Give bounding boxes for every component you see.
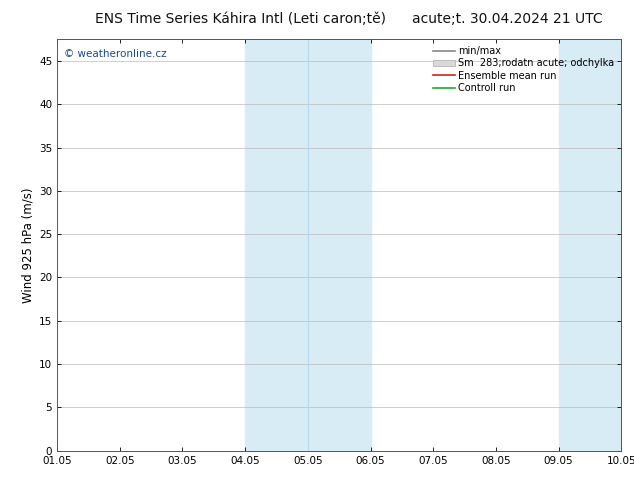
Text: ENS Time Series Káhira Intl (Leti caron;tě): ENS Time Series Káhira Intl (Leti caron;… [96, 12, 386, 26]
Text: acute;t. 30.04.2024 21 UTC: acute;t. 30.04.2024 21 UTC [412, 12, 602, 26]
Legend: min/max, Sm  283;rodatn acute; odchylka, Ensemble mean run, Controll run: min/max, Sm 283;rodatn acute; odchylka, … [431, 44, 616, 95]
Bar [245, 39, 370, 451]
Text: © weatheronline.cz: © weatheronline.cz [64, 49, 167, 59]
Bar [559, 39, 621, 451]
Y-axis label: Wind 925 hPa (m/s): Wind 925 hPa (m/s) [22, 187, 35, 303]
